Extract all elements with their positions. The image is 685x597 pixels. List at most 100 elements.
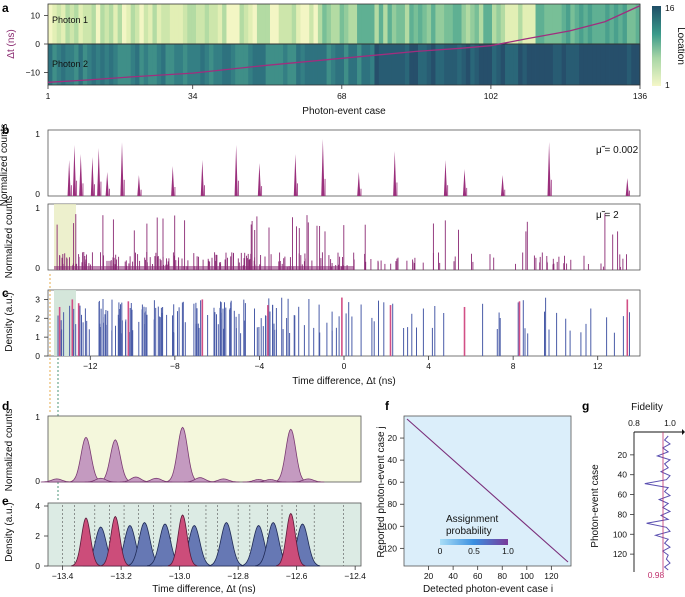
cell-photon-2 [457, 44, 462, 85]
panel-label-a: a [2, 1, 9, 15]
x-tick-label: −8 [170, 361, 180, 371]
cell-photon-1 [622, 4, 628, 44]
cell-photon-2 [174, 44, 179, 85]
cell-photon-1 [300, 4, 306, 44]
cell-photon-1 [52, 4, 58, 44]
cell-photon-1 [48, 4, 53, 44]
cell-photon-2 [561, 44, 567, 85]
cell-photon-2 [622, 44, 628, 85]
cell-photon-1 [108, 4, 114, 44]
cell-photon-1 [213, 4, 219, 44]
cell-photon-2 [187, 44, 193, 85]
cell-photon-2 [148, 44, 153, 85]
cell-photon-1 [431, 4, 436, 44]
fidelity-line [644, 435, 672, 571]
cell-photon-2 [609, 44, 615, 85]
x-tick-label: 0 [342, 361, 347, 371]
y-tick-label: 20 [388, 433, 398, 443]
cell-photon-1 [230, 4, 236, 44]
cell-photon-1 [69, 4, 75, 44]
panel-label-c: c [2, 286, 9, 300]
cell-photon-1 [304, 4, 310, 44]
cell-photon-1 [326, 4, 332, 44]
cell-photon-1 [191, 4, 197, 44]
cell-photon-1 [626, 4, 632, 44]
y-axis-label: Normalized counts [0, 124, 10, 207]
x-tick-label: 1 [46, 91, 51, 101]
cell-photon-2 [552, 44, 558, 85]
cell-photon-1 [222, 4, 227, 44]
y-tick-label: 10 [31, 10, 41, 20]
cell-photon-1 [505, 4, 510, 44]
y-axis-label: Density (a.u.) [4, 502, 15, 561]
count-peak [72, 145, 77, 196]
peak [84, 477, 117, 483]
cell-photon-1 [317, 4, 323, 44]
cell-photon-2 [587, 44, 593, 85]
peak [207, 478, 240, 483]
y-tick-label: 0 [35, 39, 40, 49]
cell-photon-2 [100, 44, 105, 85]
count-peak [137, 175, 141, 196]
count-peak [462, 169, 467, 196]
cell-photon-1 [531, 4, 536, 44]
cell-photon-1 [330, 4, 336, 44]
cell-photon-1 [200, 4, 206, 44]
cell-photon-1 [239, 4, 245, 44]
cell-photon-1 [278, 4, 284, 44]
cell-photon-1 [156, 4, 162, 44]
cell-photon-2 [448, 44, 454, 85]
cell-photon-1 [252, 4, 258, 44]
cell-photon-2 [296, 44, 301, 85]
x-axis-label: Photon-event case [302, 106, 386, 117]
cell-photon-2 [61, 44, 66, 85]
cell-photon-1 [596, 4, 602, 44]
cell-photon-2 [505, 44, 510, 85]
cell-photon-1 [274, 4, 280, 44]
cell-photon-1 [122, 4, 127, 44]
plot-frame [47, 289, 641, 357]
cell-photon-2 [579, 44, 584, 85]
cell-photon-1 [539, 4, 545, 44]
cell-photon-2 [487, 44, 493, 85]
x-tick-label: 12 [593, 361, 603, 371]
cell-photon-2 [252, 44, 258, 85]
colorbar [652, 6, 661, 86]
y-tick-label: 1 [35, 332, 40, 342]
cell-photon-2 [317, 44, 323, 85]
cell-photon-1 [409, 4, 415, 44]
plot-frame [47, 129, 641, 197]
x-tick-label: 34 [188, 91, 198, 101]
cell-photon-1 [496, 4, 502, 44]
cell-photon-1 [139, 4, 145, 44]
count-peak [200, 160, 204, 196]
cell-photon-1 [196, 4, 201, 44]
cell-photon-1 [243, 4, 249, 44]
cell-photon-2 [465, 44, 471, 85]
cell-photon-1 [474, 4, 480, 44]
cell-photon-2 [283, 44, 288, 85]
cell-photon-1 [522, 4, 528, 44]
peak [166, 426, 201, 483]
count-peak [357, 172, 361, 196]
cell-photon-2 [65, 44, 71, 85]
cell-photon-2 [400, 44, 406, 85]
count-peak [321, 139, 325, 196]
y-axis-label: Photon-event case [590, 464, 601, 548]
cell-photon-2 [352, 44, 358, 85]
baseline-noise [54, 266, 354, 270]
x-tick-label: 4 [426, 361, 431, 371]
cell-photon-2 [261, 44, 267, 85]
row-label-photon-2: Photon 2 [52, 59, 88, 69]
cell-photon-1 [248, 4, 253, 44]
cell-photon-2 [478, 44, 484, 85]
x-tick-label: 102 [484, 91, 498, 101]
cell-photon-2 [426, 44, 432, 85]
cell-photon-1 [235, 4, 240, 44]
cell-photon-1 [339, 4, 345, 44]
count-peak [625, 178, 629, 196]
cell-photon-2 [378, 44, 384, 85]
peak [254, 479, 287, 483]
